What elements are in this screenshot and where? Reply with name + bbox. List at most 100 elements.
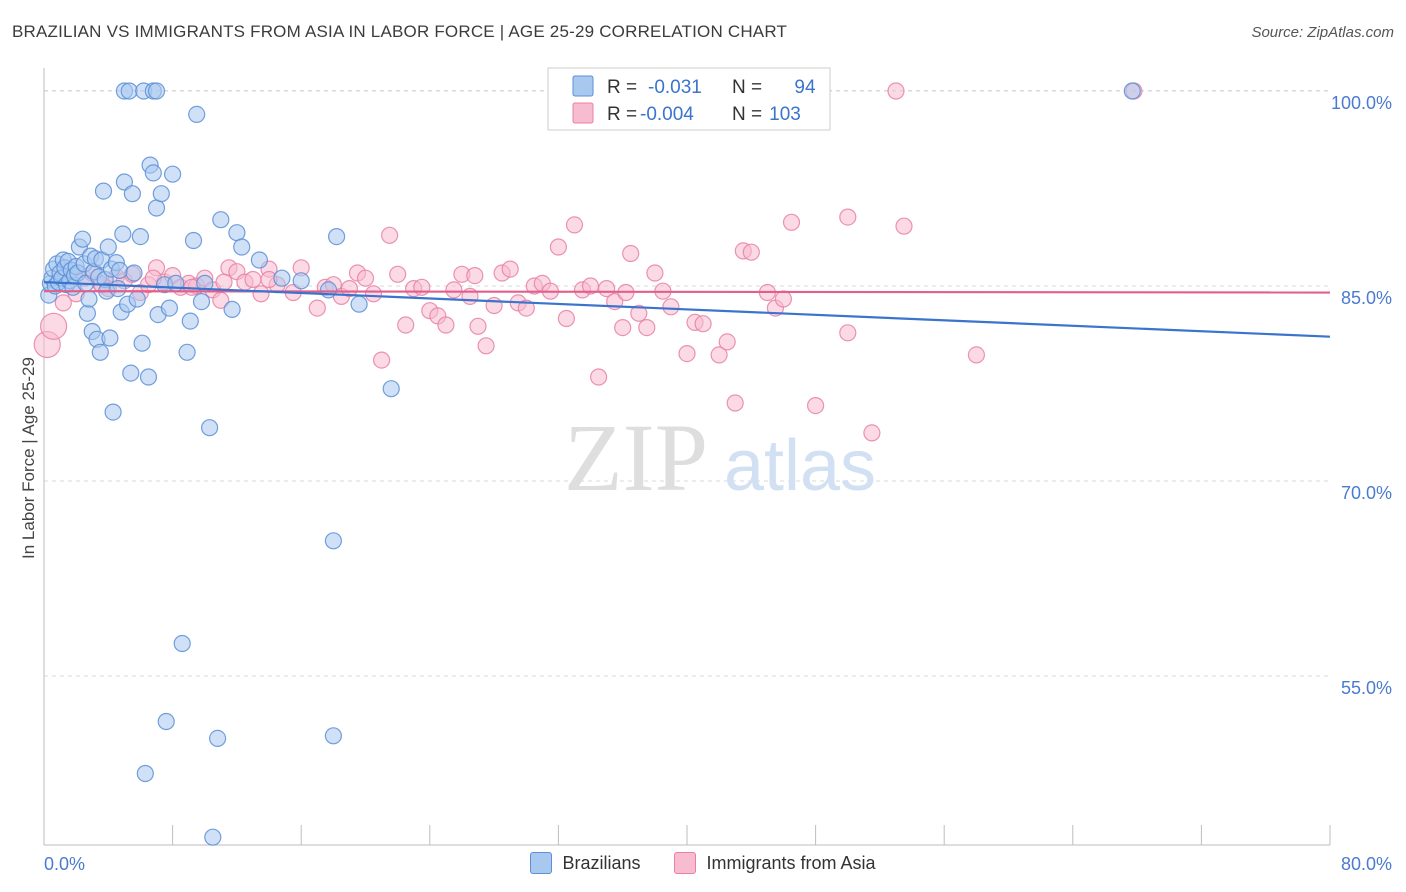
immigrants-point-75 [662,298,680,316]
brazilians-point-33 [94,182,113,200]
brazilians-point-72 [201,419,219,437]
immigrants-point-91 [863,424,881,442]
brazilians-point-68 [184,231,203,250]
brazilians-point-54 [139,368,158,386]
y-tick-label-2: 70.0% [1341,483,1392,503]
brazilians-point-92 [147,82,166,100]
immigrants-point-39 [373,351,391,369]
brazilians-point-44 [114,225,132,243]
tick-labels: 100.0% 85.0% 70.0% 55.0% 0.0% 80.0% [44,93,1392,874]
brazilians-point-70 [192,293,211,311]
brazilians-point-39 [104,403,122,421]
brazilians-point-73 [204,828,222,846]
brazilians-point-76 [223,300,241,318]
immigrants-point-26 [252,285,270,303]
brazilians-point-93 [1123,82,1141,100]
brazilians-point-59 [152,185,170,203]
brazilians-point-48 [123,185,141,203]
grid-lines [44,90,1330,677]
source-label: Source: ZipAtlas.com [1251,24,1394,41]
immigrants-point-101 [466,267,484,285]
immigrants-point-89 [839,208,857,226]
watermark: ZIP atlas [564,404,876,511]
watermark-atlas: atlas [724,426,876,506]
legend-swatch-brazilians [530,852,553,874]
immigrants-point-2 [54,294,72,312]
brazilians-point-69 [188,105,206,124]
immigrants-point-63 [565,216,584,234]
immigrants-point-41 [389,265,407,283]
stats-legend: R = -0.031 N = 94 R = -0.004 N = 103 [547,67,831,131]
legend-item-brazilians: Brazilians [530,852,640,874]
series-brazilians-points [40,82,1141,846]
immigrants-point-96 [215,273,233,291]
series-legend: Brazilians Immigrants from Asia [0,852,1406,874]
brazilians-point-62 [160,299,178,317]
axes [43,68,1331,846]
brazilians-point-36 [99,238,117,256]
immigrants-point-86 [774,290,793,308]
brazilians-point-84 [324,727,342,745]
brazilians-point-45 [115,173,134,191]
stats-r-value-1: -0.031 [648,77,702,98]
chart-title: BRAZILIAN VS IMMIGRANTS FROM ASIA IN LAB… [12,22,788,41]
brazilians-point-75 [212,211,230,229]
legend-swatch-immigrants [674,852,697,874]
immigrants-point-62 [557,309,576,328]
brazilians-point-20 [73,230,92,248]
immigrants-point-80 [718,333,736,351]
stats-n-label-2: N = [732,104,762,125]
brazilians-point-66 [178,343,196,361]
brazilians-point-24 [80,290,98,308]
stats-r-value-2: -0.004 [640,104,694,125]
legend-label-brazilians: Brazilians [562,852,641,873]
immigrants-point-90 [839,324,857,342]
immigrants-point-72 [638,319,656,337]
brazilians-point-53 [136,764,154,783]
x-tick-label-0: 0.0% [44,854,85,874]
brazilians-point-23 [78,304,97,322]
legend-label-immigrants: Immigrants from Asia [706,852,876,873]
immigrants-point-76 [678,345,696,363]
brazilians-point-80 [273,269,291,287]
brazilians-point-41 [109,280,127,298]
stats-r-label-1: R = [607,77,637,98]
immigrants-point-61 [549,238,568,256]
x-tick-label-1: 80.0% [1341,854,1392,874]
immigrants-point-94 [887,82,905,100]
immigrants-point-55 [501,260,519,278]
immigrants-point-40 [381,226,399,244]
immigrants-point-25 [244,270,262,289]
immigrants-point-52 [477,337,495,355]
immigrants-point-44 [413,278,431,296]
brazilians-point-87 [382,380,400,398]
brazilians-point-52 [133,334,151,352]
brazilians-point-77 [228,224,246,242]
immigrants-point-79 [710,346,728,364]
immigrants-point-93 [967,346,986,364]
stats-r-label-2: R = [607,104,637,125]
y-tick-label-3: 55.0% [1341,678,1392,698]
immigrants-point-1 [39,312,68,340]
trend-line-brazilians [43,281,1331,338]
brazilians-point-74 [209,729,227,748]
brazilians-point-56 [144,164,162,182]
brazilians-point-31 [91,343,109,361]
series-immigrants-points [33,82,1143,442]
brazilians-point-51 [131,228,149,246]
y-tick-label-0: 100.0% [1331,93,1392,113]
immigrants-point-92 [895,217,913,235]
immigrants-point-31 [308,299,326,317]
immigrants-point-51 [469,317,487,335]
immigrants-point-69 [614,319,632,337]
brazilians-point-85 [328,228,346,246]
watermark-zip: ZIP [564,404,708,511]
brazilians-point-78 [233,238,251,256]
immigrants-point-47 [437,316,455,334]
brazilians-point-81 [292,272,310,290]
brazilians-point-42 [110,261,129,279]
brazilians-point-61 [157,712,175,731]
y-axis-title: In Labor Force | Age 25-29 [19,357,38,559]
immigrants-point-42 [397,316,415,334]
